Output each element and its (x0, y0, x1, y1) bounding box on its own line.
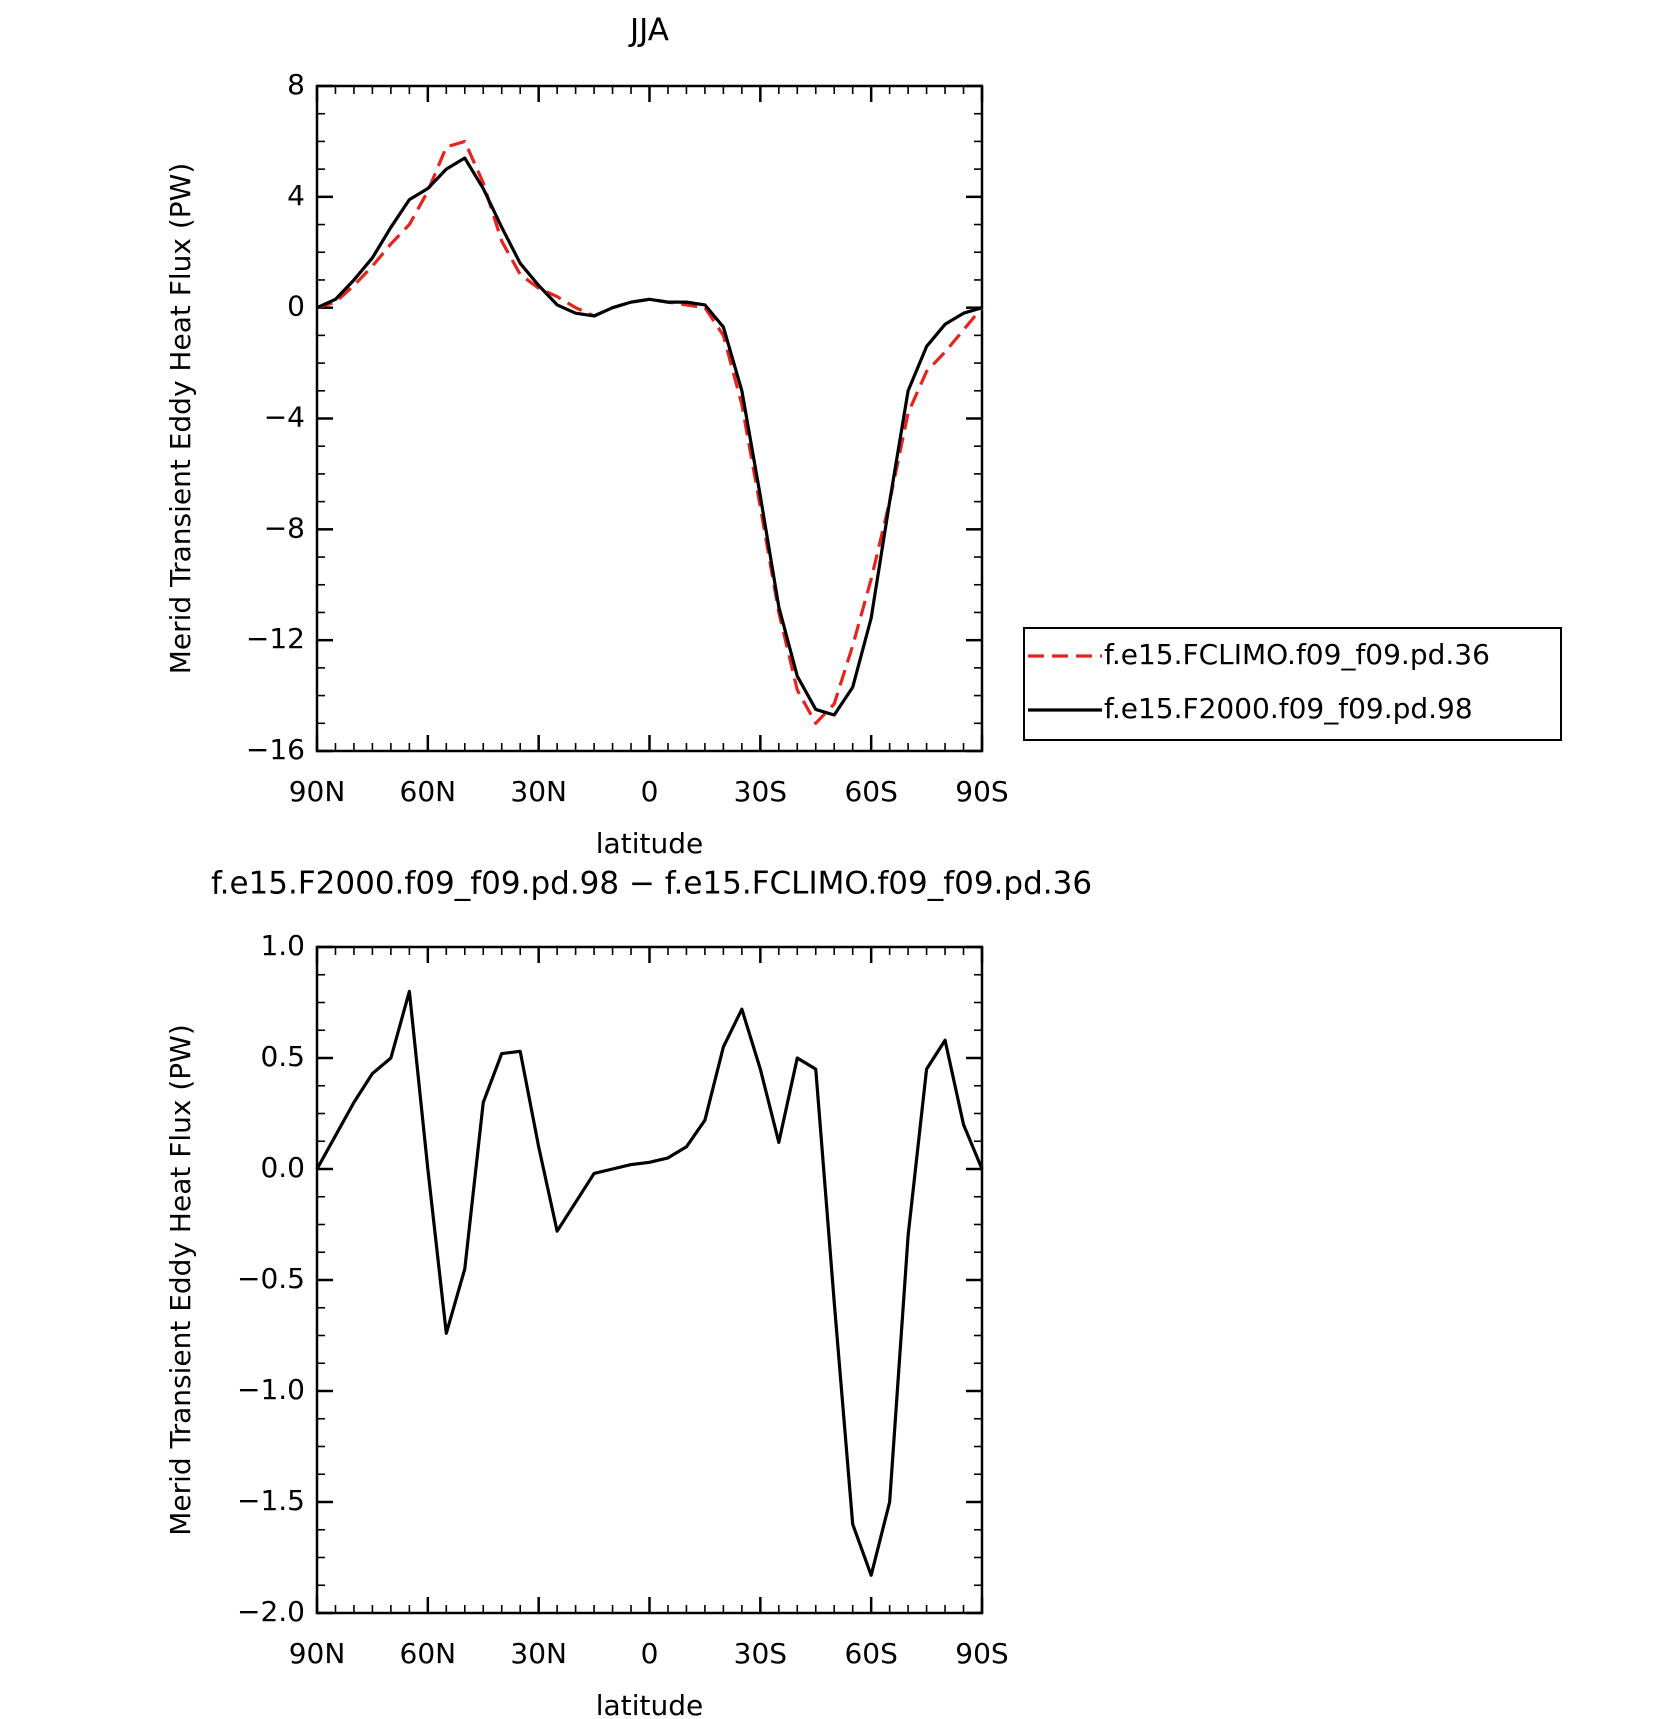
y-tick-label: −1.0 (237, 1373, 305, 1406)
plot-frame (315, 945, 984, 1615)
y-tick-label: 8 (287, 68, 305, 101)
x-axis-label: latitude (596, 827, 703, 860)
y-tick-label: −0.5 (237, 1262, 305, 1295)
legend-label: f.e15.F2000.f09_f09.pd.98 (1104, 692, 1473, 725)
y-tick-label: −2.0 (237, 1595, 305, 1628)
x-tick-label: 30S (734, 775, 787, 808)
legend-label: f.e15.FCLIMO.f09_f09.pd.36 (1104, 638, 1490, 671)
plot-frame (315, 84, 984, 753)
x-tick-label: 60S (844, 775, 897, 808)
y-tick-label: −12 (246, 622, 305, 655)
x-tick-label: 90S (955, 1637, 1008, 1670)
x-tick-label: 30S (734, 1637, 787, 1670)
y-tick-label: −1.5 (237, 1484, 305, 1517)
y-tick-label: 1.0 (260, 929, 305, 962)
y-tick-label: 4 (287, 179, 305, 212)
x-tick-label: 90N (289, 1637, 346, 1670)
x-tick-label: 0 (641, 775, 659, 808)
x-tick-label: 60N (400, 1637, 457, 1670)
y-tick-label: −4 (264, 401, 305, 434)
y-tick-label: 0.0 (260, 1151, 305, 1184)
x-tick-label: 90S (955, 775, 1008, 808)
chart-title: f.e15.F2000.f09_f09.pd.98 − f.e15.FCLIMO… (211, 866, 1092, 902)
x-tick-label: 30N (510, 775, 567, 808)
x-axis-label: latitude (596, 1689, 703, 1719)
x-tick-label: 0 (641, 1637, 659, 1670)
chart-title: JJA (628, 13, 669, 49)
x-tick-label: 30N (510, 1637, 567, 1670)
y-axis-label: Merid Transient Eddy Heat Flux (PW) (164, 163, 197, 675)
y-tick-label: −8 (264, 511, 305, 544)
data-line (316, 156, 983, 717)
data-line (315, 989, 984, 1577)
legend-box (1023, 627, 1562, 741)
data-line (316, 139, 984, 725)
y-axis-label: Merid Transient Eddy Heat Flux (PW) (164, 1024, 197, 1536)
x-tick-label: 60N (400, 775, 457, 808)
y-tick-label: −16 (246, 733, 305, 766)
x-tick-label: 90N (289, 775, 346, 808)
x-tick-label: 60S (844, 1637, 897, 1670)
y-tick-label: 0.5 (260, 1040, 305, 1073)
y-tick-label: 0 (287, 290, 305, 323)
